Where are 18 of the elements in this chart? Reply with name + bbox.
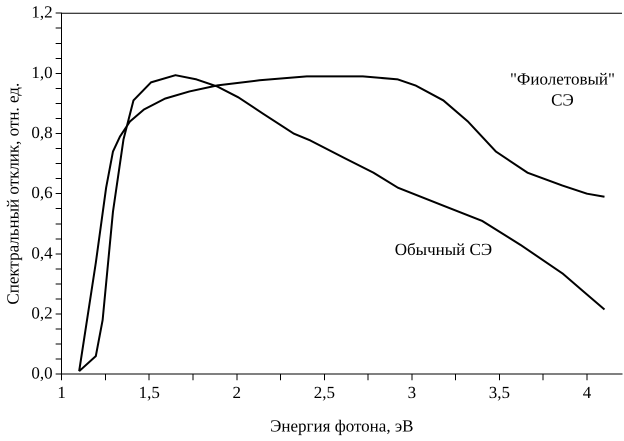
y-tick-label: 0,6: [31, 183, 53, 202]
y-tick-label: 1,2: [31, 2, 53, 22]
x-tick-label: 2,5: [314, 382, 335, 402]
y-tick-label: 1,0: [31, 62, 53, 82]
x-tick-label: 1,5: [138, 382, 160, 402]
y-tick-label: 0,2: [31, 304, 53, 322]
y-axis-title: Спектральный отклик, отн. ед.: [4, 82, 23, 305]
series-label: Обычный СЭ: [394, 240, 492, 260]
x-tick-label: 4: [582, 382, 592, 402]
x-tick-label: 2: [232, 382, 242, 402]
y-tick-label: 0,4: [31, 243, 54, 262]
text: "Фиолетовый" СЭ: [510, 70, 615, 110]
x-tick-label: 1: [57, 382, 66, 402]
y-tick-label: 0,8: [31, 123, 53, 142]
y-tick-label: 0,0: [31, 364, 53, 383]
x-tick-label: 3,5: [488, 382, 510, 402]
x-tick-label: 3: [408, 382, 416, 402]
x-axis-title: Энергия фотона, эВ: [270, 416, 414, 436]
